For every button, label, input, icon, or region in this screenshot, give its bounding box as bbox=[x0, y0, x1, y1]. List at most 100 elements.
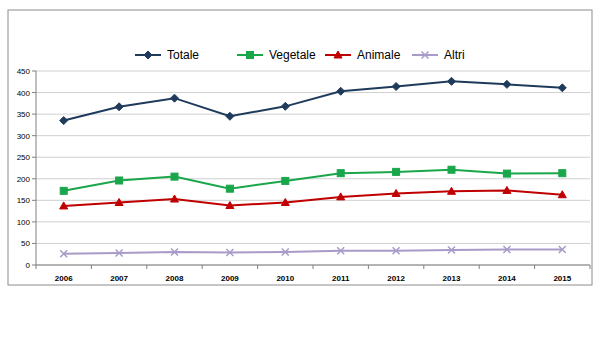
point-marker bbox=[116, 177, 123, 184]
x-tick bbox=[36, 265, 37, 269]
chart: 0 50 100 150 200 250 300 350 400 450 2006 2007 2008 2… bbox=[0, 0, 601, 338]
point-marker bbox=[226, 185, 233, 192]
point-marker bbox=[171, 173, 178, 180]
legend-label: Altri bbox=[444, 48, 465, 62]
x-tick-label: 2015 bbox=[553, 274, 571, 283]
legend-label: Totale bbox=[167, 48, 199, 62]
point-marker bbox=[337, 87, 345, 95]
y-tick-label: 300 bbox=[17, 132, 31, 141]
point-marker bbox=[226, 202, 234, 209]
point-marker bbox=[171, 249, 178, 256]
point-marker bbox=[503, 186, 511, 193]
y-tick-label: 350 bbox=[17, 110, 31, 119]
y-tick bbox=[32, 114, 36, 115]
legend-label: Animale bbox=[357, 48, 401, 62]
grid-line bbox=[36, 92, 590, 93]
point-marker bbox=[448, 77, 456, 85]
point-marker bbox=[503, 80, 511, 88]
y-tick bbox=[32, 135, 36, 136]
grid-line bbox=[36, 157, 590, 158]
legend-marker bbox=[144, 51, 152, 59]
grid-line bbox=[36, 114, 590, 115]
x-tick bbox=[423, 265, 424, 269]
x-tick bbox=[146, 265, 147, 269]
chart-frame bbox=[8, 10, 592, 285]
point-marker bbox=[559, 246, 566, 253]
point-marker bbox=[337, 193, 345, 200]
y-tick-label: 200 bbox=[17, 175, 31, 184]
point-marker bbox=[60, 187, 67, 194]
y-tick-label: 100 bbox=[17, 218, 31, 227]
point-marker bbox=[171, 94, 179, 102]
x-tick bbox=[91, 265, 92, 269]
point-marker bbox=[226, 249, 233, 256]
series-line bbox=[64, 249, 563, 253]
point-marker bbox=[392, 189, 400, 196]
plot-area bbox=[60, 77, 567, 257]
point-marker bbox=[115, 198, 123, 205]
x-tick-label: 2006 bbox=[55, 274, 73, 283]
x-tick-label: 2008 bbox=[166, 274, 184, 283]
grid-line bbox=[36, 221, 590, 222]
point-marker bbox=[392, 83, 400, 91]
series-line bbox=[64, 170, 563, 191]
x-tick bbox=[313, 265, 314, 269]
y-tick-label: 150 bbox=[17, 196, 31, 205]
point-marker bbox=[337, 170, 344, 177]
point-marker bbox=[448, 166, 455, 173]
point-marker bbox=[448, 246, 455, 253]
x-tick bbox=[368, 265, 369, 269]
grid-line bbox=[36, 71, 590, 72]
series-line bbox=[64, 190, 563, 206]
point-marker bbox=[282, 249, 289, 256]
point-marker bbox=[337, 247, 344, 254]
point-marker bbox=[503, 246, 510, 253]
legend-marker bbox=[247, 52, 254, 59]
y-tick-label: 50 bbox=[21, 239, 30, 248]
point-marker bbox=[503, 170, 510, 177]
y-tick bbox=[32, 200, 36, 201]
point-marker bbox=[60, 117, 68, 125]
y-tick-label: 450 bbox=[17, 67, 31, 76]
legend-marker bbox=[422, 52, 429, 59]
y-tick bbox=[32, 243, 36, 244]
point-marker bbox=[281, 102, 289, 110]
legend-label: Vegetale bbox=[269, 48, 316, 62]
grid-line bbox=[36, 243, 590, 244]
point-marker bbox=[60, 250, 67, 257]
grid-line bbox=[36, 135, 590, 136]
y-tick bbox=[32, 221, 36, 222]
x-tick bbox=[534, 265, 535, 269]
series-line bbox=[64, 81, 563, 120]
x-tick bbox=[202, 265, 203, 269]
point-marker bbox=[448, 187, 456, 194]
y-tick bbox=[32, 157, 36, 158]
point-marker bbox=[116, 249, 123, 256]
point-marker bbox=[558, 191, 566, 198]
x-tick-label: 2009 bbox=[221, 274, 239, 283]
point-marker bbox=[393, 247, 400, 254]
y-tick bbox=[32, 71, 36, 72]
legend-marker bbox=[334, 51, 342, 58]
x-tick bbox=[257, 265, 258, 269]
point-marker bbox=[393, 168, 400, 175]
x-tick-label: 2010 bbox=[276, 274, 294, 283]
point-marker bbox=[559, 170, 566, 177]
y-axis bbox=[36, 71, 37, 265]
y-tick-label: 400 bbox=[17, 89, 31, 98]
y-tick bbox=[32, 178, 36, 179]
x-tick bbox=[479, 265, 480, 269]
y-tick-label: 250 bbox=[17, 153, 31, 162]
point-marker bbox=[60, 202, 68, 209]
x-tick-label: 2014 bbox=[498, 274, 516, 283]
point-marker bbox=[171, 195, 179, 202]
point-marker bbox=[558, 84, 566, 92]
x-tick-label: 2012 bbox=[387, 274, 405, 283]
point-marker bbox=[115, 103, 123, 111]
x-tick bbox=[590, 265, 591, 269]
point-marker bbox=[226, 112, 234, 120]
y-tick-label: 0 bbox=[26, 261, 31, 270]
x-tick-label: 2007 bbox=[110, 274, 128, 283]
x-tick-label: 2013 bbox=[443, 274, 461, 283]
x-tick-label: 2011 bbox=[332, 274, 350, 283]
